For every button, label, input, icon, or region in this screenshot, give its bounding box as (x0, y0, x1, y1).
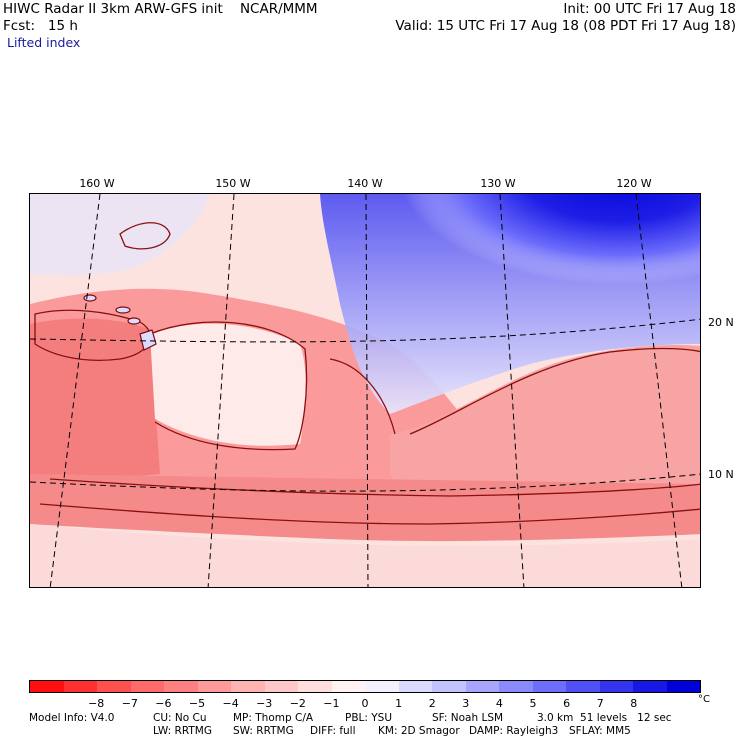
colorbar-swatch (365, 681, 399, 692)
colorbar-tick-label: −3 (256, 697, 273, 710)
colorbar-tick-label: 8 (630, 697, 638, 710)
stable-interior (150, 323, 306, 446)
colorbar-swatch (63, 681, 97, 692)
forecast-hour: Fcst: 15 h (3, 18, 78, 34)
colorbar-swatch (164, 681, 198, 692)
colorbar (29, 680, 701, 693)
unstable-core-west (30, 318, 160, 478)
lon-label-130w: 130 W (480, 177, 516, 190)
colorbar-tick-label: 6 (563, 697, 571, 710)
colorbar-tick-label: 4 (495, 697, 503, 710)
unstable-region-east (390, 344, 700, 521)
footer-sflay: SFLAY: MM5 (569, 725, 631, 737)
colorbar-swatch (566, 681, 600, 692)
stable-core-northeast (330, 194, 700, 354)
colorbar-swatch (130, 681, 164, 692)
colorbar-tick-label: −1 (323, 697, 340, 710)
plot-title: HIWC Radar II 3km ARW-GFS init NCAR/MMM (3, 1, 318, 17)
colorbar-tick-label: 1 (395, 697, 403, 710)
colorbar-tick-label: −4 (222, 697, 239, 710)
lat-label-10n: 10 N (708, 468, 734, 481)
field-name: Lifted index (7, 35, 81, 50)
convective-cells (34, 222, 700, 525)
convective-band-south (30, 474, 700, 542)
colorbar-tick-label: 2 (428, 697, 436, 710)
colorbar-tick-label: −7 (121, 697, 138, 710)
colorbar-tick-label: 7 (596, 697, 604, 710)
lon-label-160w: 160 W (79, 177, 115, 190)
map-field-svg (30, 194, 700, 587)
colorbar-tick-label: 3 (462, 697, 470, 710)
footer-resolution: 3.0 km 51 levels 12 sec (537, 712, 672, 724)
footer-km: KM: 2D Smagor (378, 725, 460, 737)
colorbar-unit: °C (698, 694, 710, 705)
footer-sw: SW: RRTMG (233, 725, 294, 737)
footer-cu: CU: No Cu (153, 712, 207, 724)
footer-model-info: Model Info: V4.0 (29, 712, 115, 724)
lon-label-140w: 140 W (347, 177, 383, 190)
lon-label-150w: 150 W (215, 177, 251, 190)
colorbar-swatch (532, 681, 566, 692)
footer-mp: MP: Thomp C/A (233, 712, 314, 724)
colorbar-swatch (97, 681, 131, 692)
valid-time: Valid: 15 UTC Fri 17 Aug 18 (08 PDT Fri … (395, 18, 736, 34)
hawaiian-islands (83, 294, 157, 351)
southern-margin (30, 524, 700, 587)
footer-pbl: PBL: YSU (345, 712, 393, 724)
colorbar-swatch (331, 681, 365, 692)
lat-label-20n: 20 N (708, 316, 734, 329)
colorbar-swatch (231, 681, 265, 692)
colorbar-tick-label: −8 (88, 697, 105, 710)
colorbar-swatch (264, 681, 298, 692)
colorbar-tick-label: 0 (361, 697, 369, 710)
colorbar-swatch (465, 681, 499, 692)
init-time: Init: 00 UTC Fri 17 Aug 18 (563, 1, 736, 17)
colorbar-tick-label: 5 (529, 697, 537, 710)
lifted-index-map (29, 193, 701, 588)
colorbar-swatch (666, 681, 700, 692)
colorbar-swatch (499, 681, 533, 692)
colorbar-tick-label: −2 (289, 697, 306, 710)
colorbar-swatch (432, 681, 466, 692)
graticule (30, 194, 700, 587)
colorbar-swatch (30, 681, 64, 692)
footer-lw: LW: RRTMG (153, 725, 212, 737)
colorbar-swatch (197, 681, 231, 692)
colorbar-swatch (298, 681, 332, 692)
footer-sf: SF: Noah LSM (432, 712, 504, 724)
colorbar-swatch (599, 681, 633, 692)
colorbar-tick-label: −5 (188, 697, 206, 710)
footer-diff: DIFF: full (310, 725, 356, 737)
colorbar-swatch (633, 681, 667, 692)
footer-damp: DAMP: Rayleigh3 (469, 725, 559, 737)
lon-label-120w: 120 W (616, 177, 652, 190)
colorbar-swatch (398, 681, 432, 692)
colorbar-tick-label: −6 (155, 697, 172, 710)
